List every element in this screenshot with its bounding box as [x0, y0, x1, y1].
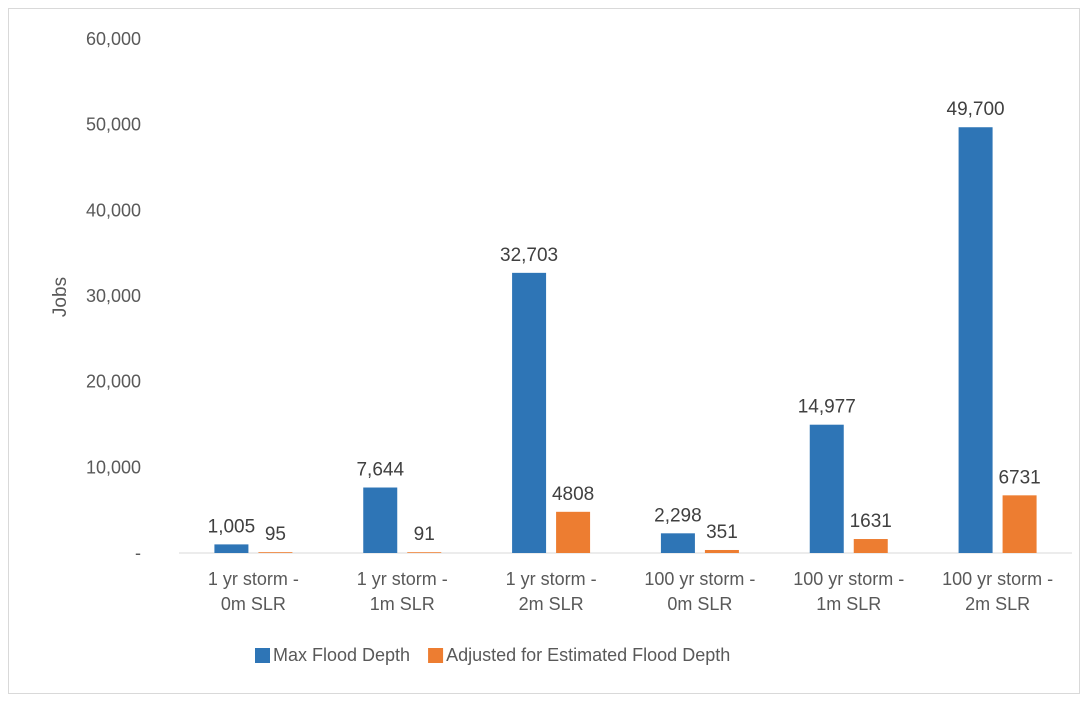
x-tick-label: 2m SLR [965, 594, 1030, 614]
bar [214, 544, 249, 553]
x-tick-label: 100 yr storm - [644, 569, 755, 589]
data-label: 14,977 [798, 397, 856, 418]
x-tick-label: 1 yr storm - [357, 569, 448, 589]
y-tick-label: 30,000 [86, 286, 141, 306]
x-tick-label: 1 yr storm - [506, 569, 597, 589]
x-tick-label: 0m SLR [221, 594, 286, 614]
x-tick-label: 0m SLR [667, 594, 732, 614]
data-label: 1,005 [208, 516, 256, 537]
bar [1002, 495, 1037, 553]
chart-frame: - 10,000 20,000 30,000 40,000 50,000 60,000 Job… [8, 8, 1080, 694]
bar [809, 424, 844, 553]
bar [512, 272, 547, 553]
legend-label: Adjusted for Estimated Flood Depth [446, 645, 730, 665]
x-tick-label: 2m SLR [519, 594, 584, 614]
data-label: 351 [706, 522, 738, 543]
data-label: 4808 [552, 484, 594, 505]
data-label: 2,298 [654, 505, 702, 526]
y-tick-label: 60,000 [86, 29, 141, 49]
y-tick-label: - [135, 543, 141, 563]
y-axis-title: Jobs [50, 277, 71, 317]
legend-swatch [255, 648, 270, 663]
bar [258, 552, 293, 553]
x-tick-label: 100 yr storm - [942, 569, 1053, 589]
y-tick-label: 40,000 [86, 200, 141, 220]
x-tick-label: 1 yr storm - [208, 569, 299, 589]
data-label: 49,700 [947, 99, 1005, 120]
y-tick-label: 50,000 [86, 115, 141, 135]
legend-label: Max Flood Depth [273, 645, 410, 665]
x-tick-label: 1m SLR [370, 594, 435, 614]
data-label: 95 [265, 524, 286, 545]
data-label: 1631 [850, 511, 892, 532]
legend-swatch [428, 648, 444, 663]
bar [704, 549, 739, 553]
bar [660, 533, 695, 553]
bar [958, 127, 993, 553]
y-tick-label: 10,000 [86, 457, 141, 477]
data-label: 7,644 [356, 460, 404, 481]
x-tick-label: 100 yr storm - [793, 569, 904, 589]
data-label: 32,703 [500, 245, 558, 266]
bar-chart: - 10,000 20,000 30,000 40,000 50,000 60,000 Job… [50, 29, 1072, 665]
y-tick-label: 20,000 [86, 372, 141, 392]
data-label: 6731 [998, 467, 1040, 488]
bar [407, 552, 442, 553]
x-tick-label: 1m SLR [816, 594, 881, 614]
bar [556, 511, 591, 553]
data-label: 91 [414, 524, 435, 545]
bar [853, 539, 888, 553]
bar [363, 487, 398, 553]
